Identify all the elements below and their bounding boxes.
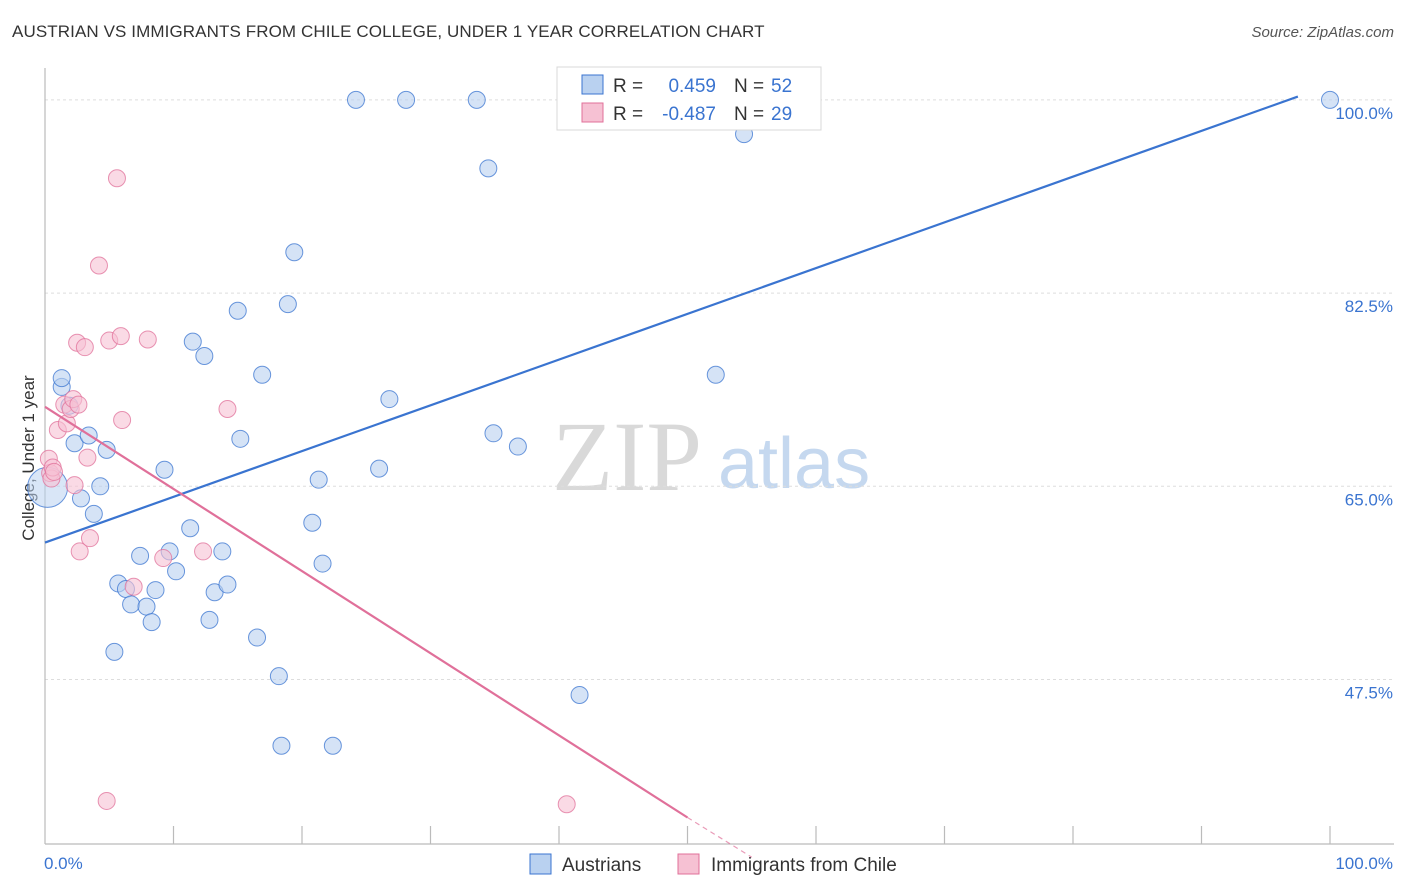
point-chile: [70, 542, 89, 561]
point-austrians: [484, 424, 503, 443]
stat-r-value-chile: -0.487: [662, 104, 716, 125]
chart-title: AUSTRIAN VS IMMIGRANTS FROM CHILE COLLEG…: [12, 22, 765, 41]
bottom-legend: Austrians Immigrants from Chile: [529, 853, 897, 876]
legend-swatch-austrians: [529, 853, 552, 875]
point-austrians: [52, 369, 71, 388]
point-austrians: [370, 459, 389, 478]
point-austrians: [1321, 90, 1339, 109]
point-austrians: [213, 542, 232, 561]
point-austrians: [272, 736, 291, 755]
point-austrians: [309, 470, 328, 489]
stat-r-label-chile: R =: [613, 104, 643, 125]
stat-r-value-austrians: 0.459: [668, 76, 716, 97]
point-austrians: [195, 347, 214, 366]
austrians-swatch: [581, 74, 604, 95]
point-austrians: [303, 513, 322, 532]
point-austrians: [397, 90, 416, 109]
point-austrians: [278, 295, 297, 314]
point-austrians: [313, 554, 332, 573]
y-axis-tick-labels: 47.5% 65.0% 82.5% 100.0%: [1335, 104, 1393, 703]
watermark-zip: ZIP: [552, 401, 702, 512]
gridlines: [45, 99, 1394, 680]
point-chile: [194, 542, 213, 561]
point-austrians: [146, 581, 165, 600]
watermark: ZIP atlas: [552, 401, 870, 512]
chile-swatch: [581, 102, 604, 123]
y-tick-label: 100.0%: [1335, 104, 1393, 123]
point-austrians: [131, 546, 150, 565]
y-axis-label: College, Under 1 year: [19, 375, 38, 541]
stat-n-value-austrians: 52: [771, 76, 792, 97]
stat-n-label-austrians: N =: [734, 76, 764, 97]
point-austrians: [84, 504, 103, 523]
legend-swatch-chile: [677, 853, 700, 875]
point-chile: [107, 169, 126, 188]
point-austrians: [253, 365, 272, 384]
point-austrians: [228, 301, 247, 320]
point-chile: [154, 549, 173, 568]
point-austrians: [323, 736, 342, 755]
point-austrians: [479, 159, 498, 178]
stats-legend: R = 0.459 N = 52 R = -0.487 N = 29: [556, 66, 822, 131]
point-chile: [111, 327, 130, 346]
y-tick-label: 65.0%: [1345, 490, 1393, 509]
data-points: [27, 90, 1339, 814]
point-chile: [78, 448, 97, 467]
point-chile: [97, 791, 116, 810]
x-axis-ticks: [172, 826, 1331, 844]
point-chile: [44, 462, 63, 481]
point-austrians: [155, 460, 174, 479]
legend-label-austrians: Austrians: [562, 855, 641, 876]
point-chile: [89, 256, 108, 275]
point-chile: [218, 400, 237, 419]
y-tick-label: 82.5%: [1345, 297, 1393, 316]
point-austrians: [122, 595, 141, 614]
point-austrians: [570, 685, 589, 704]
point-austrians: [218, 575, 237, 594]
point-chile: [65, 476, 84, 495]
point-austrians: [269, 667, 288, 686]
point-austrians: [508, 437, 527, 456]
point-austrians: [167, 562, 186, 581]
point-austrians: [65, 434, 84, 453]
point-austrians: [380, 390, 399, 409]
legend-label-chile: Immigrants from Chile: [711, 855, 897, 876]
point-chile: [69, 395, 88, 414]
trend-line-austrians: [44, 95, 1299, 544]
point-austrians: [248, 628, 267, 647]
point-austrians: [467, 90, 486, 109]
point-austrians: [183, 332, 202, 351]
point-austrians: [346, 90, 365, 109]
point-chile: [138, 330, 157, 349]
point-chile: [113, 411, 132, 430]
watermark-atlas: atlas: [718, 424, 870, 504]
point-chile: [557, 795, 576, 814]
point-austrians: [285, 243, 304, 262]
point-austrians: [142, 613, 161, 632]
point-austrians: [200, 610, 219, 629]
point-austrians: [97, 440, 116, 459]
stat-n-label-chile: N =: [734, 104, 764, 125]
source-credit: Source: ZipAtlas.com: [1251, 24, 1394, 41]
trend-lines: [44, 95, 1299, 858]
point-austrians: [91, 477, 110, 496]
y-tick-label: 47.5%: [1345, 683, 1393, 702]
point-austrians: [706, 365, 725, 384]
x-tick-label-min: 0.0%: [44, 854, 83, 873]
stat-r-label-austrians: R =: [613, 76, 643, 97]
point-austrians: [181, 519, 200, 538]
trend-line-chile: [44, 405, 689, 819]
point-austrians: [231, 429, 250, 448]
point-chile: [124, 577, 143, 596]
point-austrians: [105, 642, 124, 661]
stat-n-value-chile: 29: [771, 104, 792, 125]
x-tick-label-max: 100.0%: [1335, 854, 1393, 873]
point-chile: [80, 529, 99, 548]
trend-line-chile-extrapolated: [687, 816, 753, 858]
point-austrians: [137, 597, 156, 616]
point-chile: [75, 338, 94, 357]
